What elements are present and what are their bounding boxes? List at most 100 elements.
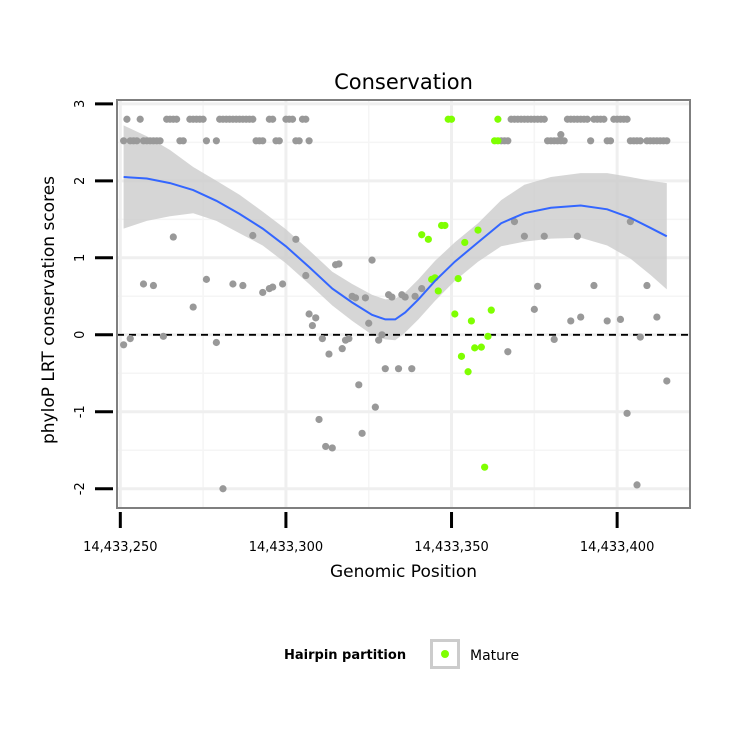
data-point-other xyxy=(636,137,644,145)
data-point-other xyxy=(179,137,187,145)
data-point-other xyxy=(275,137,283,145)
data-point-other xyxy=(229,280,237,288)
data-point-other xyxy=(375,336,383,344)
legend-title: Hairpin partition xyxy=(284,648,407,663)
data-point-other xyxy=(295,137,303,145)
data-point-other xyxy=(408,365,416,373)
data-point-mature xyxy=(494,137,502,145)
mature-points-group xyxy=(418,115,502,471)
data-point-other xyxy=(504,348,512,356)
data-point-other xyxy=(302,271,310,280)
data-point-other xyxy=(361,294,370,302)
y-axis-label: phyloP LRT conservation scores xyxy=(39,175,59,445)
data-point-other xyxy=(338,345,346,353)
data-point-other xyxy=(189,303,197,311)
data-point-other xyxy=(219,485,227,493)
data-point-other xyxy=(318,335,326,343)
data-point-other xyxy=(322,442,330,451)
x-tick-label: 14,433,300 xyxy=(249,540,323,555)
data-point-other xyxy=(325,350,333,358)
data-point-other xyxy=(663,137,671,145)
y-tick-label: 1 xyxy=(73,254,88,262)
x-tick-label: 14,433,250 xyxy=(83,540,157,555)
data-point-other xyxy=(249,231,257,240)
data-point-other xyxy=(371,403,379,411)
data-point-other xyxy=(636,333,644,341)
x-tick-label: 14,433,400 xyxy=(580,540,654,555)
data-point-other xyxy=(123,115,131,123)
data-point-other xyxy=(305,310,313,318)
data-point-other xyxy=(212,338,220,347)
data-point-other xyxy=(577,313,585,321)
data-point-mature xyxy=(474,226,482,234)
data-point-other xyxy=(560,137,568,145)
data-point-other xyxy=(530,305,538,313)
smooth-fit-line xyxy=(123,176,668,321)
data-point-mature xyxy=(484,332,492,340)
data-point-other xyxy=(199,115,207,123)
data-point-other xyxy=(550,335,558,344)
data-point-mature xyxy=(481,463,489,471)
data-point-other xyxy=(394,365,403,373)
data-point-other xyxy=(328,444,336,452)
data-point-other xyxy=(156,137,164,145)
data-point-other xyxy=(288,115,297,123)
y-tick-label: 2 xyxy=(73,177,88,185)
data-point-other xyxy=(653,313,661,321)
data-point-other xyxy=(249,115,257,123)
data-point-other xyxy=(259,137,267,145)
data-point-other xyxy=(368,256,376,264)
other-points-group xyxy=(120,115,671,493)
y-tick-label: -1 xyxy=(73,405,88,418)
data-point-other xyxy=(606,137,615,145)
data-point-other xyxy=(126,335,134,343)
legend-label-mature: Mature xyxy=(470,648,520,664)
data-point-other xyxy=(388,293,396,301)
data-point-other xyxy=(540,115,548,123)
x-tick-label: 14,433,350 xyxy=(414,540,488,555)
data-point-other xyxy=(355,381,363,389)
data-point-other xyxy=(378,331,386,339)
data-point-mature xyxy=(487,306,495,314)
data-point-mature xyxy=(494,115,502,123)
data-point-other xyxy=(315,415,323,424)
y-tick-label: 3 xyxy=(73,100,88,108)
data-point-other xyxy=(520,232,528,240)
data-point-other xyxy=(626,218,634,226)
data-point-other xyxy=(279,280,287,288)
data-point-other xyxy=(557,131,565,139)
data-point-other xyxy=(587,137,595,145)
data-point-mature xyxy=(464,368,472,376)
x-axis-label: Genomic Position xyxy=(329,562,478,582)
data-point-mature xyxy=(447,115,456,123)
data-point-mature xyxy=(461,238,469,247)
data-point-other xyxy=(534,282,542,290)
y-tick-label: 0 xyxy=(73,331,88,339)
data-point-other xyxy=(202,275,211,283)
data-point-other xyxy=(159,332,167,340)
confidence-band-group xyxy=(123,125,667,341)
data-point-other xyxy=(139,280,148,288)
legend: Hairpin partition Mature xyxy=(0,637,750,677)
legend-key-mature xyxy=(430,639,460,669)
data-point-other xyxy=(358,429,366,437)
data-point-other xyxy=(120,137,128,145)
data-point-other xyxy=(305,137,313,145)
data-point-other xyxy=(504,137,512,145)
data-point-other xyxy=(269,283,277,291)
axes-group: 14,433,250 14,433,300 14,433,350 14,433,400… xyxy=(73,99,691,555)
data-point-other xyxy=(239,281,247,290)
data-point-mature xyxy=(457,352,466,360)
data-point-other xyxy=(308,321,317,330)
data-point-mature xyxy=(451,310,459,318)
data-point-mature xyxy=(434,287,442,295)
data-point-other xyxy=(173,115,181,123)
data-point-other xyxy=(590,281,598,290)
data-point-other xyxy=(663,377,671,385)
data-point-other xyxy=(583,115,591,123)
data-point-other xyxy=(633,481,641,489)
data-point-other xyxy=(120,341,128,349)
data-point-other xyxy=(345,335,353,343)
